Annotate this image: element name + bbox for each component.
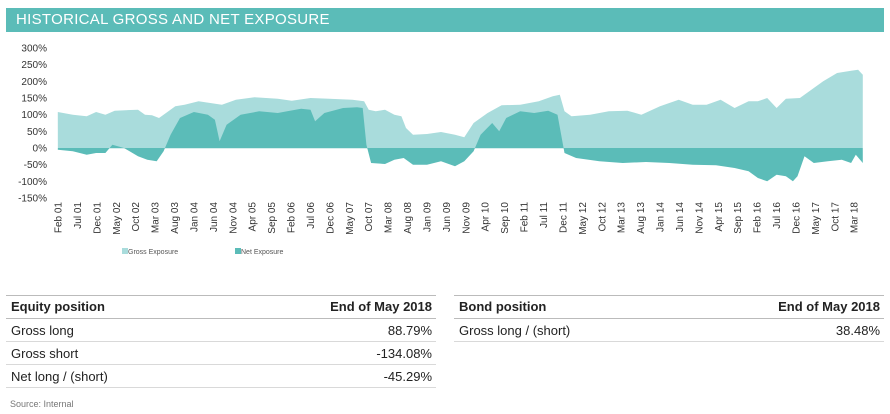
bond-date-header: End of May 2018 <box>778 299 880 314</box>
x-tick-label: Oct 12 <box>597 202 608 232</box>
y-tick-label: 50% <box>27 127 47 138</box>
y-tick-label: 100% <box>21 110 47 121</box>
y-tick-label: 0% <box>33 144 48 155</box>
y-tick-label: -100% <box>18 177 47 188</box>
y-tick-label: -150% <box>18 194 47 205</box>
x-tick-label: Feb 06 <box>287 202 298 234</box>
x-tick-label: Dec 16 <box>792 202 803 234</box>
x-tick-label: Nov 04 <box>228 202 239 234</box>
x-tick-label: Jul 06 <box>306 202 317 229</box>
x-axis: Feb 01 Jul 01 Dec 01 May 02 Oct 02 Mar 03 Aug … <box>54 202 861 235</box>
x-tick-label: Aug 03 <box>170 202 181 234</box>
x-tick-label: Mar 18 <box>850 202 861 234</box>
x-tick-label: May 12 <box>578 202 589 235</box>
area-series <box>57 69 863 182</box>
x-tick-label: Jun 09 <box>442 202 453 232</box>
x-tick-label: Aug 08 <box>403 202 414 234</box>
row-label: Gross long <box>11 323 74 338</box>
x-tick-label: Mar 13 <box>617 202 628 234</box>
y-tick-label: 200% <box>21 77 47 88</box>
equity-header-label: Equity position <box>11 299 105 314</box>
x-tick-label: Oct 17 <box>830 202 841 232</box>
x-tick-label: Jun 14 <box>675 202 686 232</box>
row-value: -45.29% <box>383 369 432 384</box>
x-tick-label: Feb 11 <box>520 202 531 233</box>
bond-header-label: Bond position <box>459 299 547 314</box>
x-tick-label: May 17 <box>811 202 822 235</box>
x-tick-label: Nov 09 <box>461 202 472 234</box>
table-row: Gross short -134.08% <box>6 342 436 365</box>
row-value: -134.08% <box>376 346 432 361</box>
y-tick-label: 150% <box>21 94 47 105</box>
chart-title: HISTORICAL GROSS AND NET EXPOSURE <box>16 11 330 28</box>
x-tick-label: May 07 <box>345 202 356 235</box>
legend-label: Gross Exposure <box>128 249 178 256</box>
x-tick-label: Sep 10 <box>500 202 511 234</box>
table-row: Net long / (short) -45.29% <box>6 365 436 388</box>
x-tick-label: Aug 13 <box>636 202 647 234</box>
row-value: 88.79% <box>387 323 432 338</box>
net-exposure-area <box>57 107 863 182</box>
x-tick-label: Feb 16 <box>753 202 764 234</box>
row-label: Gross long / (short) <box>459 323 571 338</box>
table-row: Gross long 88.79% <box>6 319 436 342</box>
exposure-chart: 300%250%200%150%100%50%0%-50%-100%-150% … <box>18 44 863 256</box>
row-label: Gross short <box>11 346 79 361</box>
x-tick-label: Dec 11 <box>558 202 569 233</box>
x-tick-label: Jan 04 <box>189 202 200 232</box>
x-tick-label: Oct 02 <box>131 202 142 232</box>
x-tick-label: Sep 15 <box>733 202 744 234</box>
x-tick-label: Sep 05 <box>267 202 278 234</box>
equity-position-table: Equity position End of May 2018 Gross lo… <box>6 295 436 388</box>
row-label: Net long / (short) <box>11 369 108 384</box>
x-tick-label: Jul 11 <box>539 202 550 228</box>
row-value: 38.48% <box>835 323 880 338</box>
x-tick-label: Jan 09 <box>423 202 434 232</box>
y-tick-label: 250% <box>21 60 47 71</box>
x-tick-label: Mar 03 <box>151 202 162 234</box>
legend-swatch <box>122 248 128 254</box>
x-tick-label: Jul 01 <box>73 202 84 229</box>
legend-swatch <box>235 248 241 254</box>
equity-date-header: End of May 2018 <box>330 299 432 314</box>
x-tick-label: Jul 16 <box>772 202 783 229</box>
x-tick-label: May 02 <box>112 202 123 235</box>
y-axis: 300% 250% 200% 150% 100% 50% 0% -50% -100% -150% <box>18 44 47 205</box>
legend-label: Net Exposure <box>241 249 284 256</box>
bond-position-table: Bond position End of May 2018 Gross long… <box>454 295 884 342</box>
x-tick-label: Apr 05 <box>248 202 259 232</box>
chart-title-bar: HISTORICAL GROSS AND NET EXPOSURE <box>6 8 884 32</box>
x-tick-label: Jan 14 <box>656 202 667 232</box>
x-tick-label: Dec 01 <box>92 202 103 234</box>
equity-table-header: Equity position End of May 2018 <box>6 295 436 319</box>
x-tick-label: Apr 15 <box>714 202 725 232</box>
x-tick-label: Mar 08 <box>384 202 395 234</box>
legend: Gross Exposure Net Exposure <box>122 248 284 256</box>
table-row: Gross long / (short) 38.48% <box>454 319 884 342</box>
y-tick-label: 300% <box>21 44 47 55</box>
x-tick-label: Dec 06 <box>325 202 336 234</box>
x-tick-label: Feb 01 <box>54 202 65 234</box>
bond-table-header: Bond position End of May 2018 <box>454 295 884 319</box>
x-tick-label: Jun 04 <box>209 202 220 232</box>
source-note: Source: Internal <box>10 399 74 409</box>
y-tick-label: -50% <box>24 160 47 171</box>
x-tick-label: Apr 10 <box>481 202 492 232</box>
x-tick-label: Oct 07 <box>364 202 375 232</box>
x-tick-label: Nov 14 <box>694 202 705 234</box>
